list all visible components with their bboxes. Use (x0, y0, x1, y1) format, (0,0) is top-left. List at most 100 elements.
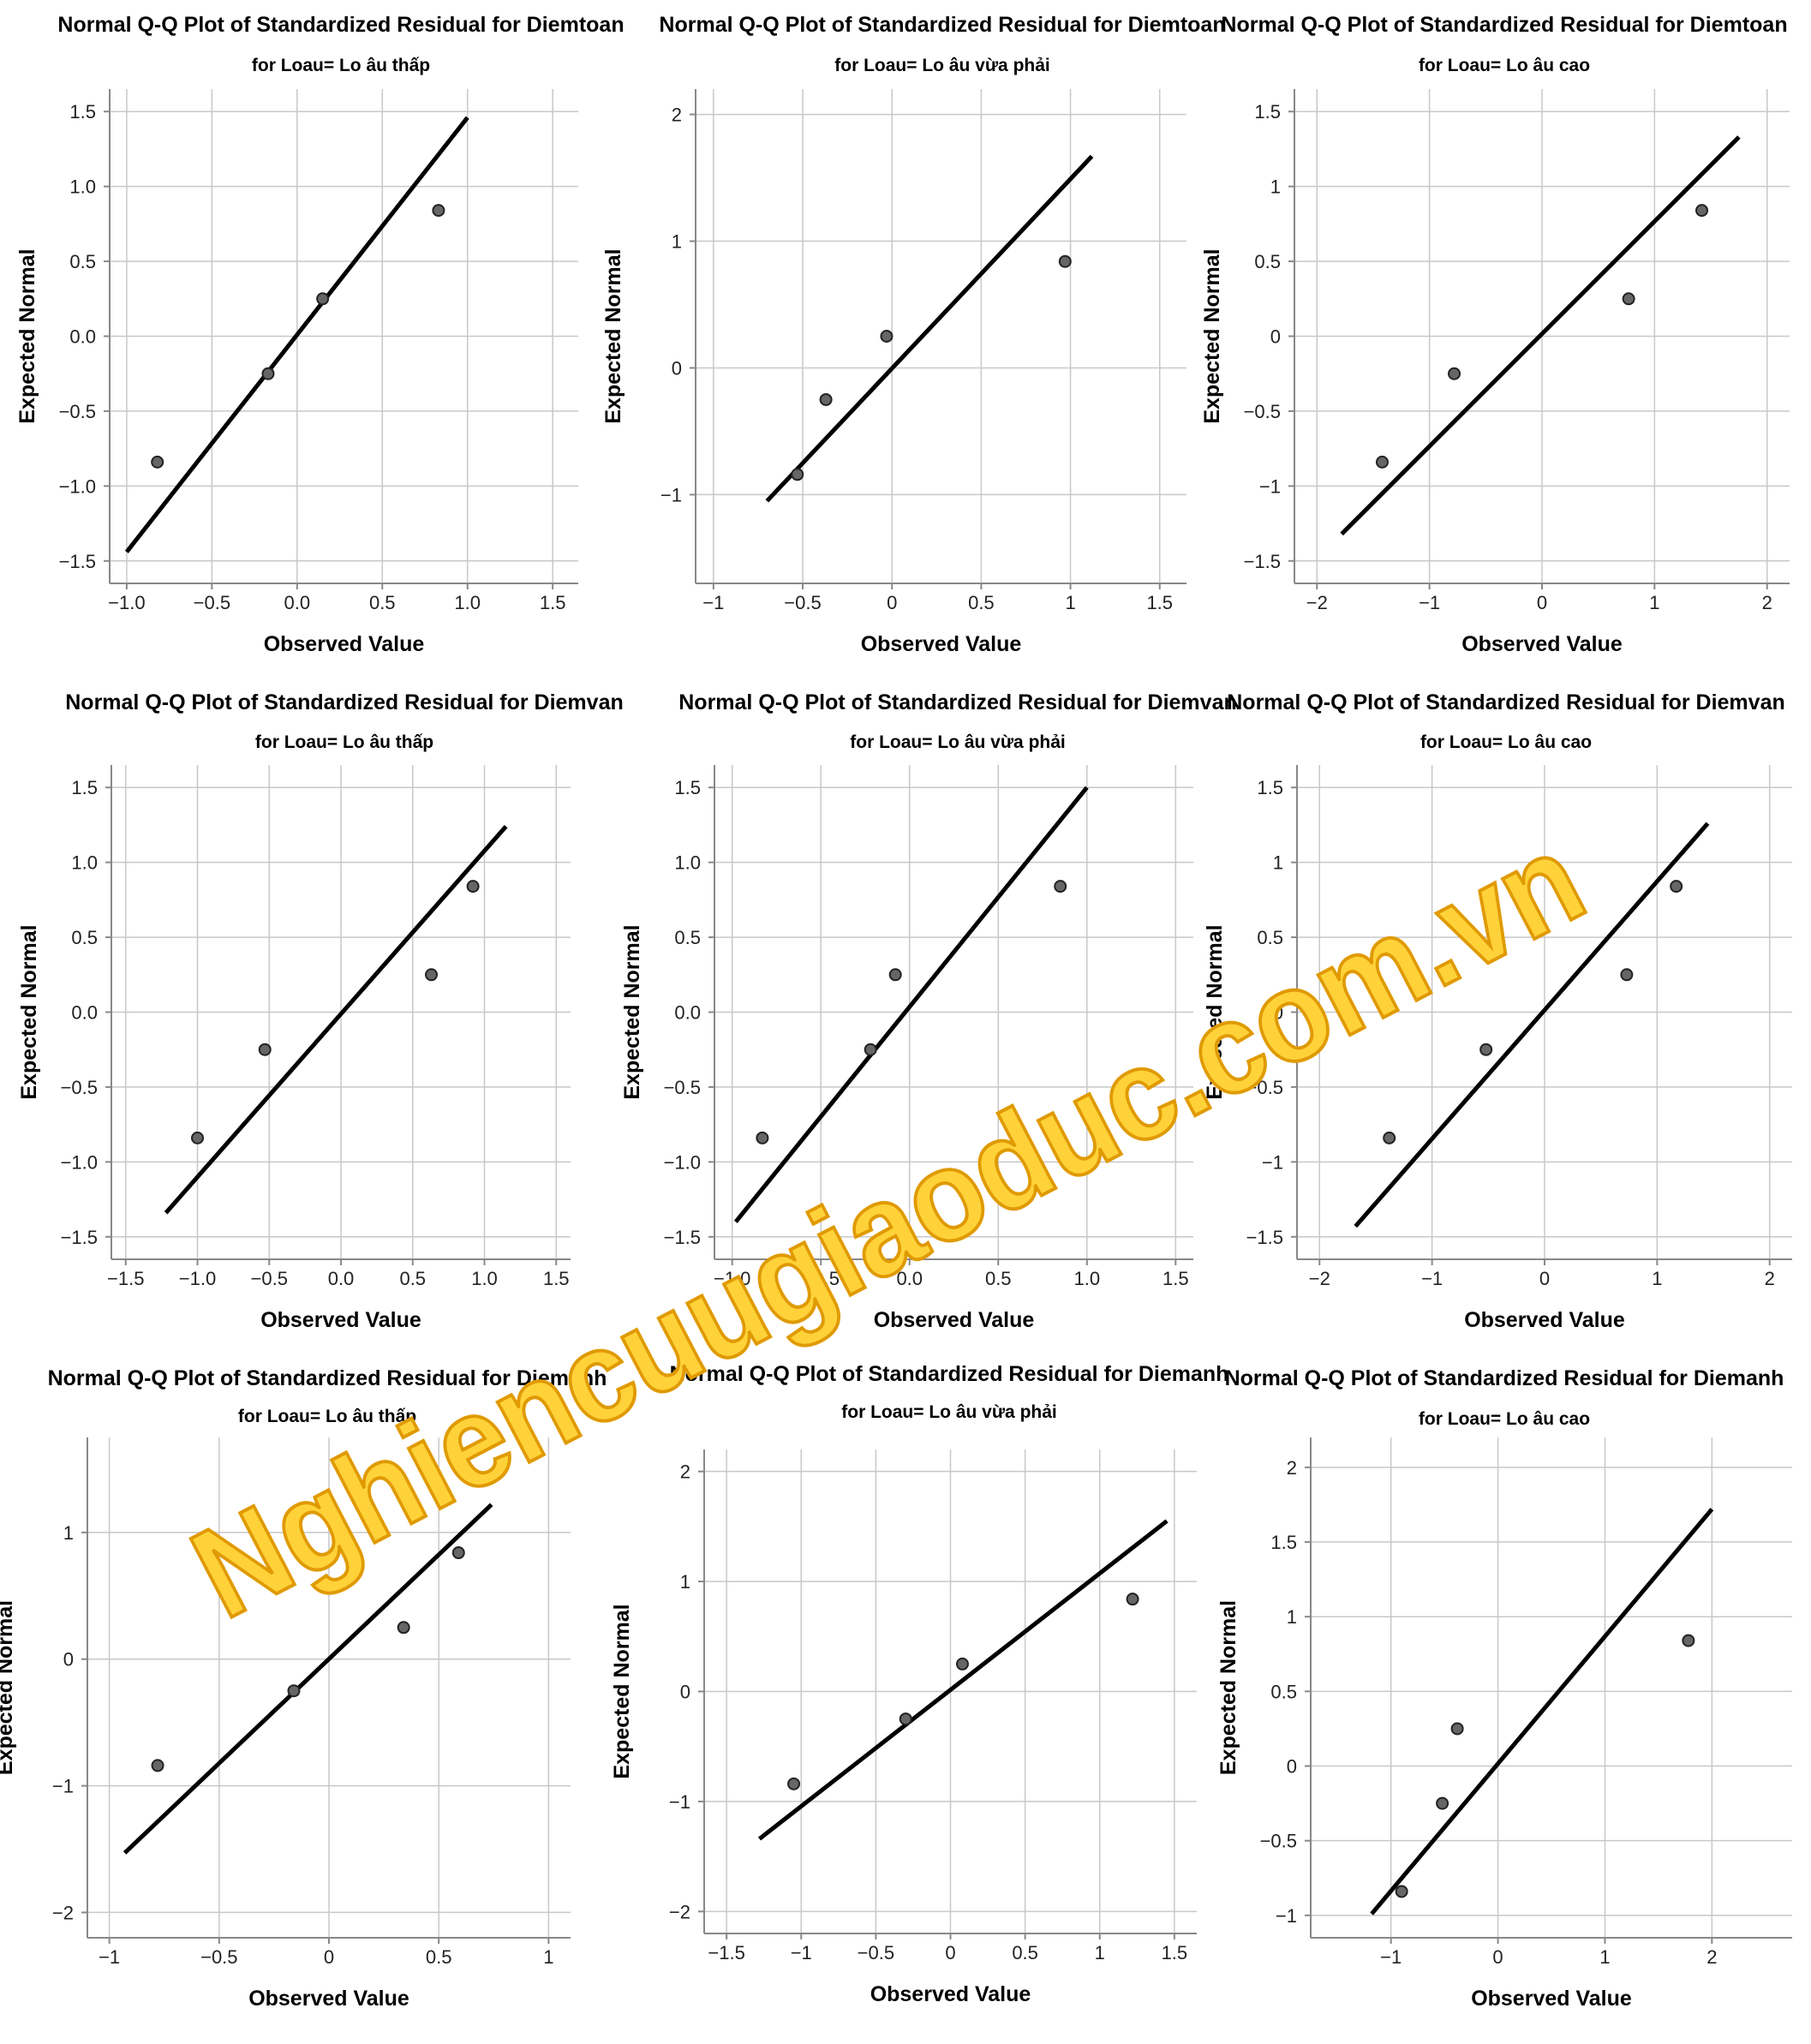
y-tick-label: 0 (672, 357, 682, 379)
x-tick-label: −1 (1419, 592, 1440, 613)
x-tick-label: −1.0 (714, 1268, 750, 1289)
x-tick-label: 0.5 (968, 592, 995, 613)
data-point (1395, 1885, 1408, 1898)
x-tick-label: −0.5 (803, 1268, 840, 1289)
x-tick-label: 1 (1065, 592, 1075, 613)
x-tick-label: −1.5 (107, 1268, 144, 1289)
x-tick-label: 0 (1537, 592, 1547, 613)
y-tick-label: 1.5 (1257, 777, 1283, 798)
x-tick-label: −0.5 (251, 1268, 288, 1289)
data-point (888, 968, 902, 982)
y-tick-label: 0.5 (1257, 927, 1283, 948)
chart-subtitle: for Loau= Lo âu thấp (238, 1407, 416, 1426)
chart-title: Normal Q-Q Plot of Standardized Residual… (1227, 690, 1785, 714)
y-axis-label: Expected Normal (620, 924, 644, 1099)
x-tick-label: −0.5 (200, 1946, 237, 1968)
qq-reference-line (1370, 1508, 1714, 1916)
y-tick-label: 2 (672, 105, 682, 126)
y-tick-label: −1.5 (59, 551, 96, 572)
x-tick-label: −0.5 (194, 592, 230, 613)
x-tick-label: 2 (1765, 1268, 1775, 1289)
chart-subtitle: for Loau= Lo âu thấp (252, 56, 430, 75)
x-tick-label: −1 (1380, 1946, 1402, 1968)
x-axis-label: Observed Value (861, 632, 1022, 656)
y-tick-label: 1.5 (1254, 101, 1281, 123)
data-point (1670, 880, 1683, 894)
y-tick-label: −0.5 (1244, 401, 1281, 422)
y-tick-label: 0.5 (69, 251, 96, 272)
data-point (880, 330, 894, 343)
data-point (791, 468, 804, 481)
y-tick-label: 0 (680, 1682, 690, 1703)
x-tick-label: 1.5 (540, 592, 566, 613)
qq-plot-5: Normal Q-Q Plot of Standardized Residual… (620, 690, 1237, 1332)
y-axis-label: Expected Normal (1200, 248, 1224, 423)
qq-plot-1: Normal Q-Q Plot of Standardized Residual… (15, 13, 625, 656)
x-tick-label: 1.0 (454, 592, 481, 613)
y-tick-label: −2 (52, 1902, 74, 1923)
x-axis-label: Observed Value (260, 1308, 421, 1332)
data-point (1622, 292, 1635, 306)
qq-reference-line (1354, 822, 1710, 1228)
x-tick-label: 1.5 (1146, 592, 1173, 613)
x-tick-label: −1.5 (708, 1942, 744, 1963)
y-tick-label: −0.5 (61, 1077, 98, 1098)
y-tick-label: −1.5 (664, 1227, 701, 1248)
data-point (899, 1712, 912, 1726)
x-tick-label: 0.5 (985, 1268, 1012, 1289)
y-tick-label: 0 (1270, 326, 1281, 348)
x-axis-label: Observed Value (1464, 1308, 1625, 1332)
x-tick-label: 0.5 (426, 1946, 452, 1968)
data-point (756, 1131, 769, 1145)
chart-subtitle: for Loau= Lo âu vừa phải (850, 732, 1066, 752)
chart-subtitle: for Loau= Lo âu cao (1419, 56, 1590, 75)
y-tick-label: 0.0 (71, 1002, 98, 1024)
x-tick-label: 0.5 (399, 1268, 426, 1289)
y-tick-label: 0.0 (674, 1002, 701, 1024)
data-point (1479, 1043, 1493, 1056)
y-axis-label: Expected Normal (601, 248, 625, 423)
x-tick-label: −1 (791, 1942, 812, 1963)
data-point (1058, 254, 1072, 268)
data-point (1383, 1131, 1396, 1145)
data-point (819, 392, 833, 406)
y-tick-label: −1.0 (61, 1151, 98, 1173)
x-tick-label: 1.5 (1163, 1268, 1189, 1289)
x-tick-label: 1.5 (1162, 1942, 1188, 1963)
x-tick-label: −0.5 (784, 592, 821, 613)
y-tick-label: −1 (52, 1776, 74, 1797)
data-point (787, 1777, 801, 1790)
data-point (1695, 204, 1709, 218)
chart-subtitle: for Loau= Lo âu cao (1420, 732, 1592, 752)
x-tick-label: 0.0 (896, 1268, 923, 1289)
qq-plot-8: Normal Q-Q Plot of Standardized Residual… (610, 1362, 1228, 2006)
x-tick-label: −0.5 (858, 1942, 894, 1963)
x-tick-label: 1.5 (543, 1268, 570, 1289)
chart-title: Normal Q-Q Plot of Standardized Residual… (670, 1362, 1229, 1386)
x-tick-label: 0 (1492, 1946, 1503, 1968)
y-axis-label: Expected Normal (0, 1600, 17, 1775)
data-point (287, 1684, 301, 1698)
y-tick-label: 1.0 (71, 852, 98, 874)
y-tick-label: −0.5 (664, 1077, 701, 1098)
x-tick-label: 2 (1706, 1946, 1717, 1968)
y-tick-label: 0 (1287, 1756, 1297, 1778)
qq-reference-line (124, 116, 469, 553)
data-point (1450, 1722, 1464, 1736)
y-tick-label: −0.5 (59, 401, 96, 422)
qq-plot-3: Normal Q-Q Plot of Standardized Residual… (1200, 13, 1790, 656)
chart-title: Normal Q-Q Plot of Standardized Residual… (65, 690, 624, 714)
qq-plot-6: Normal Q-Q Plot of Standardized Residual… (1203, 690, 1792, 1332)
data-point (432, 204, 445, 218)
data-point (1054, 880, 1067, 894)
x-tick-label: 1 (1652, 1268, 1662, 1289)
y-axis-label: Expected Normal (610, 1604, 634, 1778)
qq-reference-line (1340, 135, 1741, 536)
x-axis-label: Observed Value (1461, 632, 1623, 656)
y-axis-label: Expected Normal (17, 924, 41, 1099)
y-tick-label: 0.0 (69, 326, 96, 348)
x-tick-label: 1.0 (471, 1268, 498, 1289)
data-point (258, 1043, 272, 1056)
y-tick-label: −1 (1276, 1905, 1297, 1927)
